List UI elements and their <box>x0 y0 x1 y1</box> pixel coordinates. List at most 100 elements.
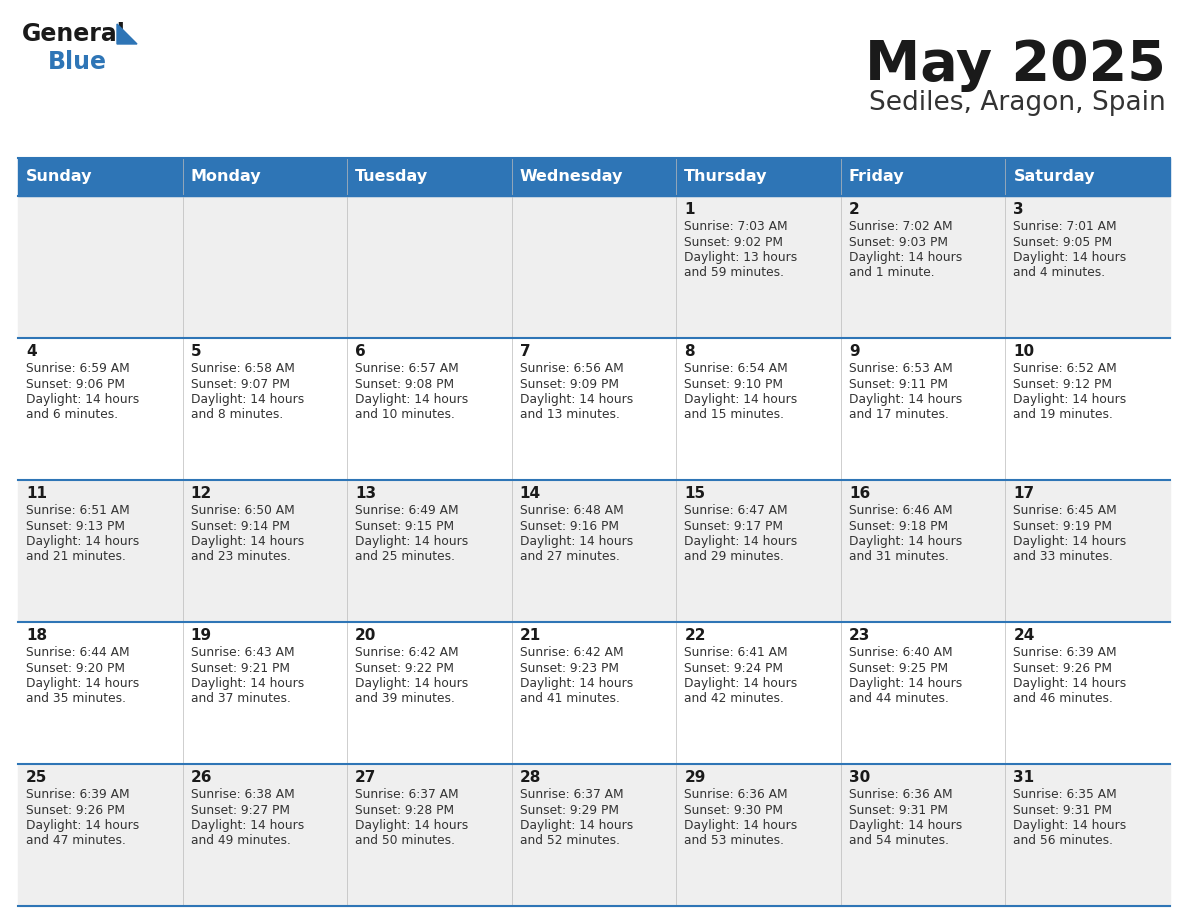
Text: Sunrise: 6:53 AM: Sunrise: 6:53 AM <box>849 362 953 375</box>
Text: Sunrise: 6:54 AM: Sunrise: 6:54 AM <box>684 362 788 375</box>
Text: and 23 minutes.: and 23 minutes. <box>190 551 290 564</box>
Text: Sunrise: 7:03 AM: Sunrise: 7:03 AM <box>684 220 788 233</box>
Text: and 39 minutes.: and 39 minutes. <box>355 692 455 706</box>
Text: 11: 11 <box>26 486 48 501</box>
Text: General: General <box>23 22 126 46</box>
Text: Sunset: 9:26 PM: Sunset: 9:26 PM <box>26 803 125 816</box>
Text: and 25 minutes.: and 25 minutes. <box>355 551 455 564</box>
Text: Sunset: 9:17 PM: Sunset: 9:17 PM <box>684 520 783 532</box>
Text: Daylight: 13 hours: Daylight: 13 hours <box>684 251 797 264</box>
Text: and 33 minutes.: and 33 minutes. <box>1013 551 1113 564</box>
Text: 24: 24 <box>1013 628 1035 643</box>
Text: 10: 10 <box>1013 344 1035 359</box>
Text: 4: 4 <box>26 344 37 359</box>
Text: Sunrise: 6:43 AM: Sunrise: 6:43 AM <box>190 646 295 659</box>
Bar <box>18 158 1170 196</box>
Text: Daylight: 14 hours: Daylight: 14 hours <box>519 393 633 406</box>
Text: Daylight: 14 hours: Daylight: 14 hours <box>849 819 962 832</box>
Text: Friday: Friday <box>849 170 904 185</box>
Text: 2: 2 <box>849 202 860 217</box>
Text: and 44 minutes.: and 44 minutes. <box>849 692 949 706</box>
Text: and 47 minutes.: and 47 minutes. <box>26 834 126 847</box>
Text: and 8 minutes.: and 8 minutes. <box>190 409 283 421</box>
Text: Sunday: Sunday <box>26 170 93 185</box>
Text: 9: 9 <box>849 344 859 359</box>
Text: and 54 minutes.: and 54 minutes. <box>849 834 949 847</box>
Text: and 6 minutes.: and 6 minutes. <box>26 409 118 421</box>
Text: Daylight: 14 hours: Daylight: 14 hours <box>849 535 962 548</box>
Text: Sunrise: 6:57 AM: Sunrise: 6:57 AM <box>355 362 459 375</box>
Text: Sunrise: 6:42 AM: Sunrise: 6:42 AM <box>519 646 624 659</box>
Text: Sunset: 9:24 PM: Sunset: 9:24 PM <box>684 662 783 675</box>
Text: Daylight: 14 hours: Daylight: 14 hours <box>684 677 797 690</box>
Text: and 17 minutes.: and 17 minutes. <box>849 409 949 421</box>
Text: and 1 minute.: and 1 minute. <box>849 266 935 279</box>
Text: 14: 14 <box>519 486 541 501</box>
Text: Sunset: 9:02 PM: Sunset: 9:02 PM <box>684 236 783 249</box>
Text: Daylight: 14 hours: Daylight: 14 hours <box>519 677 633 690</box>
Text: 3: 3 <box>1013 202 1024 217</box>
Bar <box>18 338 1170 480</box>
Text: 15: 15 <box>684 486 706 501</box>
Text: and 42 minutes.: and 42 minutes. <box>684 692 784 706</box>
Text: Daylight: 14 hours: Daylight: 14 hours <box>1013 251 1126 264</box>
Text: Sunset: 9:31 PM: Sunset: 9:31 PM <box>1013 803 1112 816</box>
Text: 8: 8 <box>684 344 695 359</box>
Text: Daylight: 14 hours: Daylight: 14 hours <box>26 819 139 832</box>
Text: and 52 minutes.: and 52 minutes. <box>519 834 620 847</box>
Text: 21: 21 <box>519 628 541 643</box>
Text: Sunset: 9:16 PM: Sunset: 9:16 PM <box>519 520 619 532</box>
Text: Daylight: 14 hours: Daylight: 14 hours <box>684 535 797 548</box>
Text: 17: 17 <box>1013 486 1035 501</box>
Text: Sunset: 9:12 PM: Sunset: 9:12 PM <box>1013 377 1112 390</box>
Text: Sunrise: 6:51 AM: Sunrise: 6:51 AM <box>26 504 129 517</box>
Text: and 19 minutes.: and 19 minutes. <box>1013 409 1113 421</box>
Text: Daylight: 14 hours: Daylight: 14 hours <box>26 677 139 690</box>
Text: Sunset: 9:08 PM: Sunset: 9:08 PM <box>355 377 454 390</box>
Text: Daylight: 14 hours: Daylight: 14 hours <box>1013 535 1126 548</box>
Text: 5: 5 <box>190 344 201 359</box>
Text: Sunrise: 6:50 AM: Sunrise: 6:50 AM <box>190 504 295 517</box>
Text: 26: 26 <box>190 770 213 785</box>
Text: Sunset: 9:22 PM: Sunset: 9:22 PM <box>355 662 454 675</box>
Bar <box>18 764 1170 906</box>
Text: Sunset: 9:15 PM: Sunset: 9:15 PM <box>355 520 454 532</box>
Text: Sunset: 9:09 PM: Sunset: 9:09 PM <box>519 377 619 390</box>
Text: Sunrise: 6:49 AM: Sunrise: 6:49 AM <box>355 504 459 517</box>
Text: 29: 29 <box>684 770 706 785</box>
Text: 7: 7 <box>519 344 530 359</box>
Text: Sunrise: 6:40 AM: Sunrise: 6:40 AM <box>849 646 953 659</box>
Text: Sunrise: 6:45 AM: Sunrise: 6:45 AM <box>1013 504 1117 517</box>
Text: and 29 minutes.: and 29 minutes. <box>684 551 784 564</box>
Text: Sunrise: 7:02 AM: Sunrise: 7:02 AM <box>849 220 953 233</box>
Text: and 41 minutes.: and 41 minutes. <box>519 692 620 706</box>
Text: 13: 13 <box>355 486 377 501</box>
Text: Daylight: 14 hours: Daylight: 14 hours <box>1013 393 1126 406</box>
Text: and 13 minutes.: and 13 minutes. <box>519 409 620 421</box>
Text: 18: 18 <box>26 628 48 643</box>
Bar <box>18 480 1170 622</box>
Text: Sunrise: 6:38 AM: Sunrise: 6:38 AM <box>190 788 295 801</box>
Text: Daylight: 14 hours: Daylight: 14 hours <box>519 535 633 548</box>
Text: Sunset: 9:28 PM: Sunset: 9:28 PM <box>355 803 454 816</box>
Text: and 37 minutes.: and 37 minutes. <box>190 692 290 706</box>
Text: Daylight: 14 hours: Daylight: 14 hours <box>849 251 962 264</box>
Text: Sunrise: 6:59 AM: Sunrise: 6:59 AM <box>26 362 129 375</box>
Text: Daylight: 14 hours: Daylight: 14 hours <box>26 393 139 406</box>
Text: Daylight: 14 hours: Daylight: 14 hours <box>355 819 468 832</box>
Text: Sunrise: 6:42 AM: Sunrise: 6:42 AM <box>355 646 459 659</box>
Text: Sunset: 9:20 PM: Sunset: 9:20 PM <box>26 662 125 675</box>
Text: 6: 6 <box>355 344 366 359</box>
Text: Saturday: Saturday <box>1013 170 1095 185</box>
Text: Sunset: 9:21 PM: Sunset: 9:21 PM <box>190 662 290 675</box>
Text: Daylight: 14 hours: Daylight: 14 hours <box>1013 819 1126 832</box>
Text: Sunrise: 6:37 AM: Sunrise: 6:37 AM <box>355 788 459 801</box>
Text: Sunset: 9:13 PM: Sunset: 9:13 PM <box>26 520 125 532</box>
Text: Daylight: 14 hours: Daylight: 14 hours <box>190 393 304 406</box>
Text: 28: 28 <box>519 770 541 785</box>
Text: Daylight: 14 hours: Daylight: 14 hours <box>26 535 139 548</box>
Text: 20: 20 <box>355 628 377 643</box>
Text: Sunrise: 6:47 AM: Sunrise: 6:47 AM <box>684 504 788 517</box>
Text: Sunrise: 6:39 AM: Sunrise: 6:39 AM <box>1013 646 1117 659</box>
Text: Daylight: 14 hours: Daylight: 14 hours <box>684 819 797 832</box>
